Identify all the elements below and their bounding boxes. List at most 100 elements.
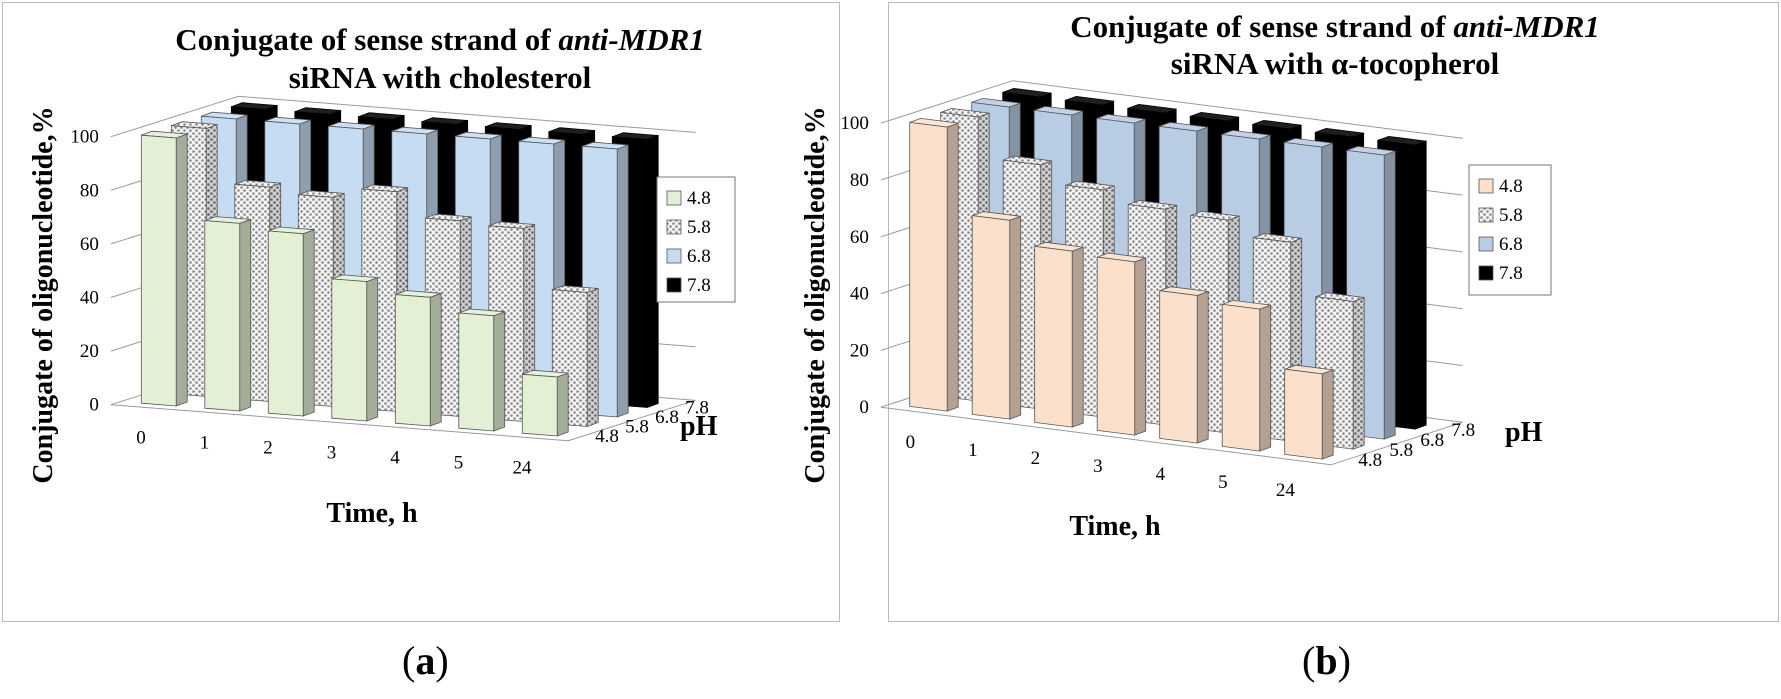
- a-xtick: 2: [263, 438, 273, 459]
- a-xtick: 3: [327, 443, 337, 464]
- panel-label-a: (a): [402, 638, 449, 683]
- a-bar-front: [331, 278, 368, 422]
- b-bar: [909, 117, 959, 412]
- b-xtick: 5: [1218, 472, 1228, 493]
- a-ytick: 40: [80, 288, 99, 309]
- a-gridline: [238, 95, 696, 133]
- b-bar-side: [1196, 290, 1209, 444]
- a-bar-side: [429, 292, 442, 427]
- a-legend-label: 4.8: [687, 188, 711, 209]
- b-legend-label: 4.8: [1499, 176, 1523, 197]
- a-bar-side: [556, 372, 569, 437]
- b-ytick: 0: [859, 397, 869, 418]
- b-bar-front: [1221, 303, 1261, 452]
- b-floor: [880, 406, 1463, 466]
- b-xlabel: Time, h: [1069, 511, 1161, 542]
- b-legend-swatch: [1478, 207, 1494, 223]
- a-bar: [458, 308, 506, 432]
- a-gridline-side: [110, 95, 239, 138]
- a-bar-front: [204, 220, 241, 412]
- a-title-line2: siRNA with cholesterol: [289, 60, 592, 95]
- a-ytick: 80: [80, 180, 99, 201]
- chart-a: 0 20 40 60 80 100 0 1 2 3 4 5 24 4.8 5.8 6.8 7.8 Conjugat…: [28, 22, 736, 529]
- b-xtick: 24: [1276, 480, 1296, 501]
- b-legend-swatch: [1478, 265, 1494, 281]
- b-legend-label: 6.8: [1499, 234, 1523, 255]
- b-bar-side: [1259, 304, 1272, 452]
- b-bar-front: [909, 121, 948, 412]
- a-ztick: 7.8: [685, 397, 709, 418]
- a-xtick: 0: [136, 428, 146, 449]
- a-zlabel: pH: [680, 411, 718, 442]
- b-bar: [1034, 241, 1084, 428]
- b-ytick: 40: [850, 284, 869, 305]
- b-bar-side: [1134, 257, 1147, 436]
- b-bar: [1159, 286, 1209, 444]
- b-ytick: 20: [850, 340, 869, 361]
- a-bar-side: [586, 287, 599, 428]
- b-bar: [971, 211, 1022, 420]
- b-xtick: 2: [1031, 448, 1041, 469]
- b-xtick: 3: [1093, 456, 1103, 477]
- b-bar: [1221, 299, 1272, 452]
- a-ytick: 100: [70, 127, 99, 148]
- a-bar: [204, 216, 252, 412]
- b-ztick: 6.8: [1420, 430, 1444, 451]
- a-bar: [521, 369, 569, 437]
- chart-b: 0 20 40 60 80 100 0 1 2 3 4 5 24 4.8 5.8 6.8 7.8 Conjugat…: [800, 9, 1600, 542]
- a-xtick: 1: [200, 433, 210, 454]
- b-bar-side: [1352, 296, 1365, 450]
- b-bar-front: [1034, 245, 1073, 428]
- a-xlabel: Time, h: [326, 498, 418, 529]
- b-bar: [1284, 364, 1334, 460]
- b-xtick: 4: [1156, 464, 1166, 485]
- a-floor: [110, 399, 696, 442]
- a-ytick: 0: [89, 395, 99, 416]
- a-legend-swatch: [666, 277, 682, 293]
- a-legend-label: 7.8: [687, 275, 711, 296]
- b-bar-side: [1009, 215, 1022, 420]
- a-bar-front: [394, 294, 431, 427]
- a-bar-front: [458, 312, 495, 432]
- a-bar-side: [175, 133, 188, 407]
- a-legend-label: 5.8: [687, 217, 711, 238]
- b-xtick: 0: [906, 432, 916, 453]
- a-bar-side: [616, 144, 629, 418]
- b-ztick: 5.8: [1389, 440, 1413, 461]
- b-title-line2: siRNA with α-tocopherol: [1171, 46, 1500, 81]
- a-legend-swatch: [666, 248, 682, 264]
- a-bar-front: [140, 134, 177, 407]
- a-bar-side: [493, 311, 506, 432]
- a-bar: [331, 274, 379, 422]
- a-xtick: 4: [390, 448, 400, 469]
- b-bar-front: [971, 215, 1011, 420]
- a-bar: [267, 226, 315, 417]
- b-bar-front: [1284, 368, 1323, 460]
- a-ztick: 5.8: [625, 416, 649, 437]
- b-xtick: 1: [968, 440, 978, 461]
- b-bar: [1096, 252, 1147, 436]
- a-bar-side: [239, 218, 252, 412]
- a-legend-label: 6.8: [687, 246, 711, 267]
- b-bar-side: [946, 122, 959, 412]
- b-title-line1: Conjugate of sense strand of anti-MDR1: [1070, 9, 1600, 44]
- b-bar-front: [1159, 290, 1198, 444]
- a-bar-side: [302, 229, 315, 417]
- b-legend-label: 5.8: [1499, 205, 1523, 226]
- b-bar-side: [1071, 246, 1084, 428]
- b-bar-side: [1414, 140, 1427, 430]
- b-bar-side: [1321, 369, 1334, 460]
- b-gridline-side: [880, 80, 1013, 124]
- b-ytick: 100: [840, 113, 869, 134]
- b-gridline: [1012, 80, 1463, 139]
- a-bar-side: [366, 277, 379, 422]
- b-bar-front: [1096, 256, 1136, 436]
- a-xtick: 5: [454, 453, 464, 474]
- a-xtick: 24: [513, 458, 533, 479]
- a-bar-front: [521, 373, 558, 437]
- b-legend-swatch: [1478, 236, 1494, 252]
- b-ytick: 60: [850, 227, 869, 248]
- b-legend-label: 7.8: [1499, 263, 1523, 284]
- a-bar-front: [267, 230, 304, 417]
- a-legend-swatch: [666, 190, 682, 206]
